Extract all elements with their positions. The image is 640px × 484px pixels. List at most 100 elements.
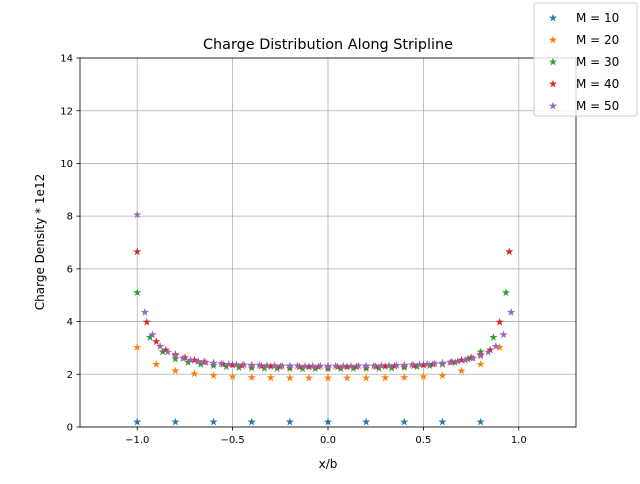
x-tick-label: 0.5 (415, 435, 431, 446)
data-point (371, 362, 380, 371)
x-tick-label: 1.0 (511, 435, 527, 446)
legend-label: M = 50 (576, 99, 619, 113)
data-point (457, 366, 466, 375)
data-point (301, 361, 310, 370)
data-point (142, 317, 151, 326)
data-point (278, 361, 287, 370)
data-point (476, 417, 485, 426)
data-point (339, 361, 348, 370)
y-tick-label: 4 (67, 317, 73, 328)
data-point (260, 363, 269, 372)
data-point (152, 337, 161, 346)
data-point (228, 372, 237, 381)
data-point (266, 373, 275, 382)
data-point (266, 362, 275, 370)
data-point (209, 417, 218, 426)
data-point (232, 360, 241, 369)
data-point (298, 364, 307, 373)
data-point (381, 373, 390, 382)
data-point (400, 417, 409, 426)
data-point (161, 345, 170, 354)
series-1 (133, 417, 485, 426)
legend-marker-icon (548, 101, 558, 110)
data-point (352, 362, 361, 371)
data-point (285, 373, 294, 382)
data-point (390, 361, 399, 370)
data-point (186, 355, 195, 364)
data-point (438, 358, 447, 367)
data-point (419, 360, 428, 369)
data-point (178, 353, 188, 362)
data-point (505, 247, 514, 256)
data-point (377, 361, 386, 370)
data-point (201, 358, 210, 366)
data-point (247, 417, 256, 426)
data-point (184, 358, 193, 366)
data-point (501, 288, 511, 297)
data-point (239, 360, 249, 369)
data-point (238, 361, 247, 370)
data-point (133, 288, 142, 297)
data-point (423, 359, 432, 368)
data-point (152, 359, 161, 368)
legend-item[interactable]: M = 30 (548, 55, 619, 69)
legend-box (533, 2, 638, 117)
y-tick-label: 8 (67, 212, 73, 223)
data-point (293, 361, 302, 370)
data-point (457, 355, 466, 364)
data-point (304, 373, 314, 382)
data-point (409, 361, 418, 370)
data-point (400, 373, 409, 381)
data-point (362, 417, 371, 426)
legend-label: M = 10 (576, 11, 619, 25)
data-point (247, 373, 256, 381)
legend-item[interactable]: M = 10 (548, 11, 619, 25)
data-point (499, 330, 508, 339)
grid-layer (80, 57, 576, 428)
legend-item[interactable]: M = 50 (548, 99, 619, 113)
data-point (156, 342, 165, 350)
y-tick-label: 10 (60, 159, 73, 170)
data-points-layer (133, 210, 516, 426)
data-point (400, 360, 409, 369)
data-point (257, 361, 266, 370)
data-point (311, 364, 320, 373)
data-point (148, 330, 157, 339)
data-point (419, 372, 428, 381)
legend-item[interactable]: M = 40 (548, 77, 619, 91)
data-point (171, 354, 180, 363)
data-point (342, 362, 352, 371)
y-tick-label: 0 (67, 423, 73, 434)
data-point (209, 358, 218, 367)
data-point (145, 333, 155, 341)
x-tick-label: −1.0 (125, 435, 149, 446)
data-point (272, 364, 282, 372)
data-point (276, 362, 285, 371)
data-point (190, 355, 199, 364)
legend-marker-icon (548, 57, 558, 66)
data-point (163, 347, 172, 356)
data-point (323, 373, 333, 382)
data-point (196, 359, 205, 368)
data-point (255, 361, 264, 369)
legend-label: M = 30 (576, 55, 619, 69)
data-point (209, 361, 218, 370)
data-point (133, 343, 142, 351)
data-point (413, 362, 422, 371)
series-2 (133, 343, 504, 382)
data-point (331, 361, 340, 370)
data-point (463, 354, 472, 363)
data-point (438, 371, 447, 380)
data-point (349, 364, 358, 372)
data-point (308, 361, 317, 370)
data-point (342, 373, 352, 382)
legend[interactable]: M = 10 M = 20 M = 30 M = 40 M = 50 (533, 2, 638, 117)
data-point (491, 342, 500, 350)
data-point (354, 361, 363, 370)
data-point (451, 358, 460, 366)
x-tick-label: 0.0 (320, 435, 336, 446)
legend-item[interactable]: M = 20 (548, 33, 619, 47)
data-point (228, 360, 237, 369)
